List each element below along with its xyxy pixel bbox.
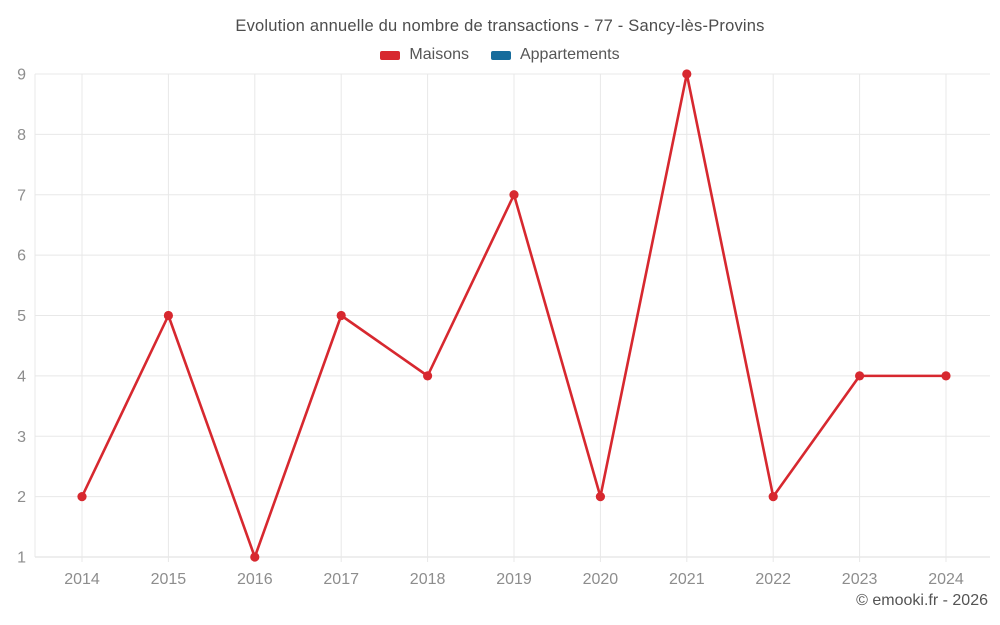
y-axis-tick-label: 3 xyxy=(17,429,26,446)
data-point-maisons-2020[interactable] xyxy=(595,492,606,502)
y-axis-tick-label: 6 xyxy=(17,248,26,265)
data-point-maisons-2015[interactable] xyxy=(163,310,173,321)
legend-item-appartements[interactable]: Appartements xyxy=(490,46,620,64)
legend-label-appartements: Appartements xyxy=(519,46,620,63)
x-axis-tick-label: 2021 xyxy=(669,571,705,588)
x-axis-tick-label: 2022 xyxy=(755,571,791,588)
x-axis-tick-label: 2015 xyxy=(151,571,187,588)
appartements-swatch-icon xyxy=(490,50,511,60)
maisons-swatch-icon xyxy=(380,50,401,60)
data-point-maisons-2019[interactable] xyxy=(509,190,519,200)
data-point-maisons-2017[interactable] xyxy=(336,310,346,321)
y-axis-tick-label: 9 xyxy=(17,67,26,84)
chart-legend: Maisons Appartements xyxy=(0,46,1000,64)
y-axis-tick-label: 1 xyxy=(17,550,26,567)
x-axis-tick-label: 2023 xyxy=(842,571,878,588)
y-axis-tick-label: 4 xyxy=(17,368,26,385)
y-axis-tick-label: 2 xyxy=(17,489,26,506)
x-axis-tick-label: 2017 xyxy=(323,571,359,588)
data-point-maisons-2018[interactable] xyxy=(423,371,433,381)
legend-label-maisons: Maisons xyxy=(409,46,469,63)
y-axis-tick-label: 8 xyxy=(17,127,26,144)
x-axis-tick-label: 2024 xyxy=(928,571,964,588)
x-axis-tick-label: 2019 xyxy=(496,571,532,588)
y-axis-tick-label: 5 xyxy=(17,308,26,325)
data-point-maisons-2023[interactable] xyxy=(855,371,865,381)
x-axis-tick-label: 2016 xyxy=(237,571,273,588)
legend-item-maisons[interactable]: Maisons xyxy=(380,46,469,64)
x-axis-tick-label: 2018 xyxy=(410,571,446,588)
data-point-maisons-2022[interactable] xyxy=(768,492,778,502)
copyright-footer: © emooki.fr - 2026 xyxy=(856,592,988,609)
data-point-maisons-2014[interactable] xyxy=(77,492,87,502)
y-axis-tick-label: 7 xyxy=(17,187,26,204)
data-point-maisons-2024[interactable] xyxy=(941,371,951,381)
data-point-maisons-2016[interactable] xyxy=(250,552,260,562)
x-axis-tick-label: 2020 xyxy=(583,571,619,588)
x-axis-tick-label: 2014 xyxy=(64,571,100,588)
data-point-maisons-2021[interactable] xyxy=(682,69,692,79)
chart-title: Evolution annuelle du nombre de transact… xyxy=(235,17,765,35)
